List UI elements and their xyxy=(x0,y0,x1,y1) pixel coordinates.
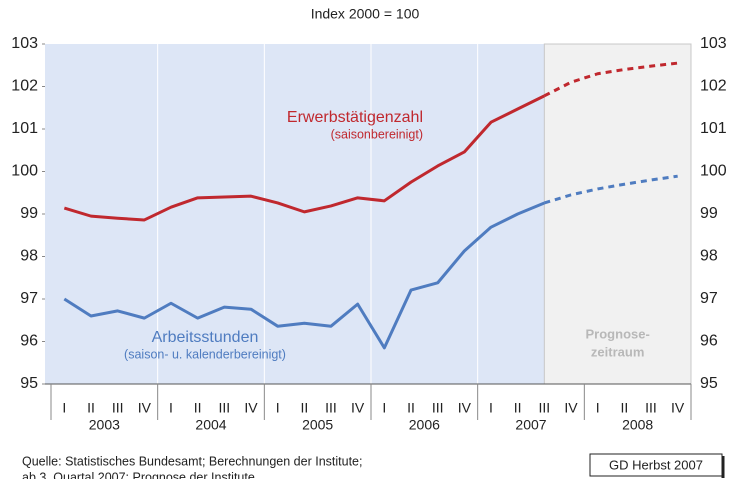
forecast-area xyxy=(543,43,692,385)
x-tick-label: I xyxy=(489,400,493,416)
x-tick-label: IV xyxy=(138,400,152,416)
x-tick-label: I xyxy=(596,400,600,416)
forecast-label: zeitraum xyxy=(591,344,644,359)
x-tick-label: III xyxy=(432,400,444,416)
y2-tick-label: 98 xyxy=(700,248,718,265)
x-tick-label: II xyxy=(87,400,95,416)
y-tick-label: 98 xyxy=(20,248,38,265)
y2-tick-label: 97 xyxy=(700,290,718,307)
y-tick-label: 95 xyxy=(20,375,38,392)
x-tick-label: II xyxy=(300,400,308,416)
x-tick-label: II xyxy=(620,400,628,416)
series-line xyxy=(63,94,545,222)
badge: GD Herbst 2007 xyxy=(609,457,703,472)
year-label: 2006 xyxy=(409,417,440,433)
x-tick-label: II xyxy=(407,400,415,416)
x-tick-label: II xyxy=(194,400,202,416)
x-tick-label: III xyxy=(218,400,230,416)
x-tick-label: IV xyxy=(351,400,365,416)
forecast-line xyxy=(543,61,678,98)
series-label: Erwerbstätigenzahl xyxy=(287,109,423,126)
y2-tick-label: 96 xyxy=(700,333,718,350)
x-tick-label: IV xyxy=(671,400,685,416)
history-area xyxy=(45,44,545,384)
y-tick-label: 96 xyxy=(20,333,38,350)
x-tick-label: III xyxy=(645,400,657,416)
chart-title: Index 2000 = 100 xyxy=(311,6,420,22)
x-tick-label: I xyxy=(276,400,280,416)
year-label: 2008 xyxy=(622,417,653,433)
x-tick-label: III xyxy=(325,400,337,416)
x-tick-label: III xyxy=(112,400,124,416)
forecast-line xyxy=(543,174,678,205)
x-tick-label: I xyxy=(382,400,386,416)
year-label: 2007 xyxy=(515,417,546,433)
y2-tick-label: 95 xyxy=(700,375,718,392)
y2-tick-label: 102 xyxy=(700,78,727,95)
y-tick-label: 100 xyxy=(11,163,38,180)
source-line: Quelle: Statistisches Bundesamt; Berechn… xyxy=(22,454,362,468)
source-line: ab 3. Quartal 2007: Prognose der Institu… xyxy=(22,470,255,479)
y2-tick-label: 100 xyxy=(700,163,727,180)
x-tick-label: II xyxy=(514,400,522,416)
series-note: (saisonbereinigt) xyxy=(331,127,423,141)
x-tick-label: IV xyxy=(564,400,578,416)
year-label: 2003 xyxy=(89,417,120,433)
x-tick-label: III xyxy=(538,400,550,416)
x-tick-label: IV xyxy=(244,400,258,416)
y2-tick-label: 99 xyxy=(700,205,718,222)
y-tick-label: 97 xyxy=(20,290,38,307)
forecast-label: Prognose- xyxy=(586,326,650,341)
y-tick-label: 103 xyxy=(11,35,38,52)
y-tick-label: 99 xyxy=(20,205,38,222)
y-tick-label: 101 xyxy=(11,120,38,137)
year-label: 2005 xyxy=(302,417,333,433)
series-line xyxy=(63,201,545,350)
x-tick-label: I xyxy=(169,400,173,416)
x-tick-label: I xyxy=(62,400,66,416)
year-label: 2004 xyxy=(195,417,226,433)
y2-tick-label: 103 xyxy=(700,35,727,52)
series-note: (saison- u. kalenderbereinigt) xyxy=(124,347,286,361)
y-tick-label: 102 xyxy=(11,78,38,95)
y2-tick-label: 101 xyxy=(700,120,727,137)
x-tick-label: IV xyxy=(458,400,472,416)
series-label: Arbeitsstunden xyxy=(152,329,259,346)
